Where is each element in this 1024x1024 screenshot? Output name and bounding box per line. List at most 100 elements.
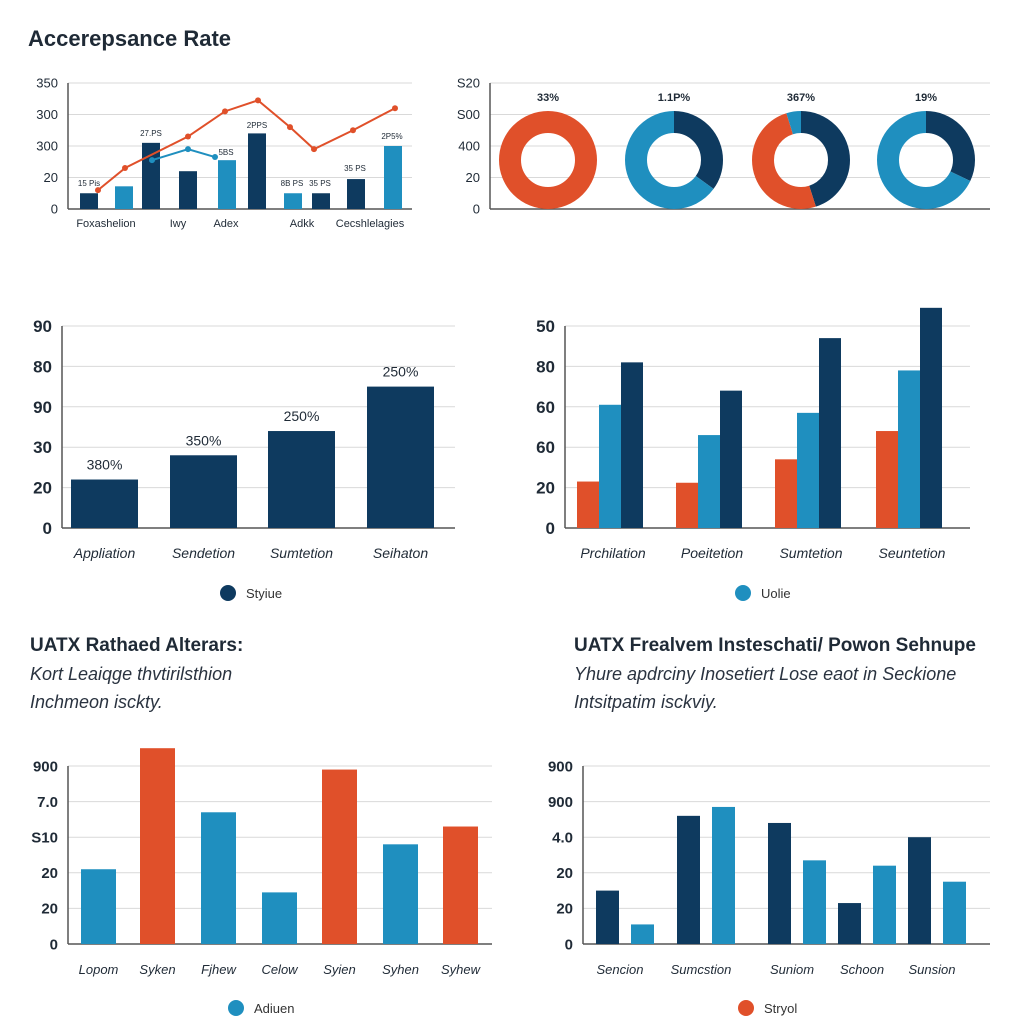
y-tick-label: S10 [31,829,58,846]
y-tick-label: 20 [41,901,58,918]
bar [698,435,720,528]
y-tick-label: 20 [466,170,480,185]
bar [768,822,791,944]
legend-grouped-bar: Uolie [735,585,791,601]
x-tick-label: Lopom [79,962,119,977]
bar [179,171,197,209]
legend-bottom-right: Stryol [738,1000,797,1016]
y-tick-label: 20 [41,865,58,882]
section-subtitle-right: Yhure apdrciny Inosetiert Lose eaot in S… [574,660,956,716]
line-point [311,146,317,153]
y-tick-label: 30 [33,438,52,457]
y-tick-label: 60 [536,398,555,417]
data-label: 8B PS [281,179,304,188]
data-label: 27.PS [140,129,162,138]
bar [677,815,700,944]
data-label: 19% [915,92,937,104]
bar [384,146,402,209]
bar [443,826,478,944]
y-tick-label: 350 [36,76,58,91]
legend-label: Adiuen [254,1000,295,1016]
y-tick-label: 80 [33,357,52,376]
bar [720,390,742,528]
subtitle-line: Kort Leaiqge thvtirilsthion [30,664,233,684]
y-tick-label: 900 [548,794,573,811]
bar [920,307,942,528]
legend-swatch [220,585,236,601]
y-tick-label: 50 [536,317,555,336]
donut-slice [625,111,723,209]
y-tick-label: 0 [565,936,573,953]
data-label: 367% [787,92,815,104]
y-tick-label: 0 [43,519,52,538]
y-tick-label: 20 [556,865,573,882]
donut-slice [499,111,597,209]
y-tick-label: 0 [50,936,58,953]
x-tick-label: Sendetion [172,545,235,561]
line-point [212,154,218,161]
bar [322,769,357,944]
x-tick-label: Sumtetion [270,545,333,561]
bar [312,193,330,209]
legend-label: Stryol [764,1000,798,1016]
page-title: Accerepsance Rate [28,26,232,51]
y-tick-label: 20 [44,170,58,185]
bar [80,193,98,209]
x-tick-label: Celow [261,962,299,977]
legend-bottom-left: Adiuen [228,1000,294,1016]
bar [712,806,735,944]
bar [201,812,236,944]
legend-swatch [735,585,751,601]
y-tick-label: S20 [457,76,480,91]
y-tick-label: 900 [33,758,58,775]
bar [115,186,133,209]
line-point [287,124,293,131]
y-tick-label: 0 [51,202,58,217]
bar [596,890,619,944]
x-tick-label: Cecshlelagies [336,218,405,230]
bar [775,459,797,528]
x-tick-label: Foxashelion [76,218,135,230]
bar [943,881,966,944]
y-tick-label: 7.0 [37,794,58,811]
line-point [392,105,398,112]
bar [218,160,236,209]
bar [898,370,920,528]
bar [81,869,116,944]
data-label: 350% [186,432,222,448]
line-point [255,97,261,104]
y-tick-label: 60 [536,438,555,457]
data-label: 2PPS [247,121,267,130]
y-tick-label: 400 [458,139,480,154]
y-tick-label: 0 [546,519,555,538]
data-label: 2P5% [381,132,402,141]
data-label: 1.1P% [658,92,691,104]
data-label: 250% [284,408,320,424]
bar [268,431,335,528]
bar [803,860,826,944]
x-tick-label: Syken [139,962,175,977]
data-label: 380% [87,457,123,473]
y-tick-label: 20 [33,479,52,498]
data-label: 35 PS [309,179,331,188]
bar [876,431,898,528]
bar [873,865,896,944]
x-tick-label: Iwy [170,218,187,230]
bar [797,412,819,528]
x-tick-label: Schoon [840,962,884,977]
x-tick-label: Fjhew [201,962,237,977]
bar [631,924,654,944]
x-tick-label: Sencion [597,962,644,977]
subtitle-line: Intsitpatim isckviy. [574,692,718,712]
bar [383,844,418,944]
x-tick-label: Suniom [770,962,814,977]
subtitle-line: Inchmeon isckty. [30,692,163,712]
legend-label: Styiue [246,585,283,601]
x-tick-label: Syhew [441,962,482,977]
y-tick-label: 4.0 [552,829,573,846]
section-subtitle-left: Kort Leaiqge thvtirilsthion Inchmeon isc… [30,660,232,716]
bar [599,404,621,528]
subtitle-line: Yhure apdrciny Inosetiert Lose eaot in S… [574,664,957,684]
legend-swatch [738,1000,754,1016]
